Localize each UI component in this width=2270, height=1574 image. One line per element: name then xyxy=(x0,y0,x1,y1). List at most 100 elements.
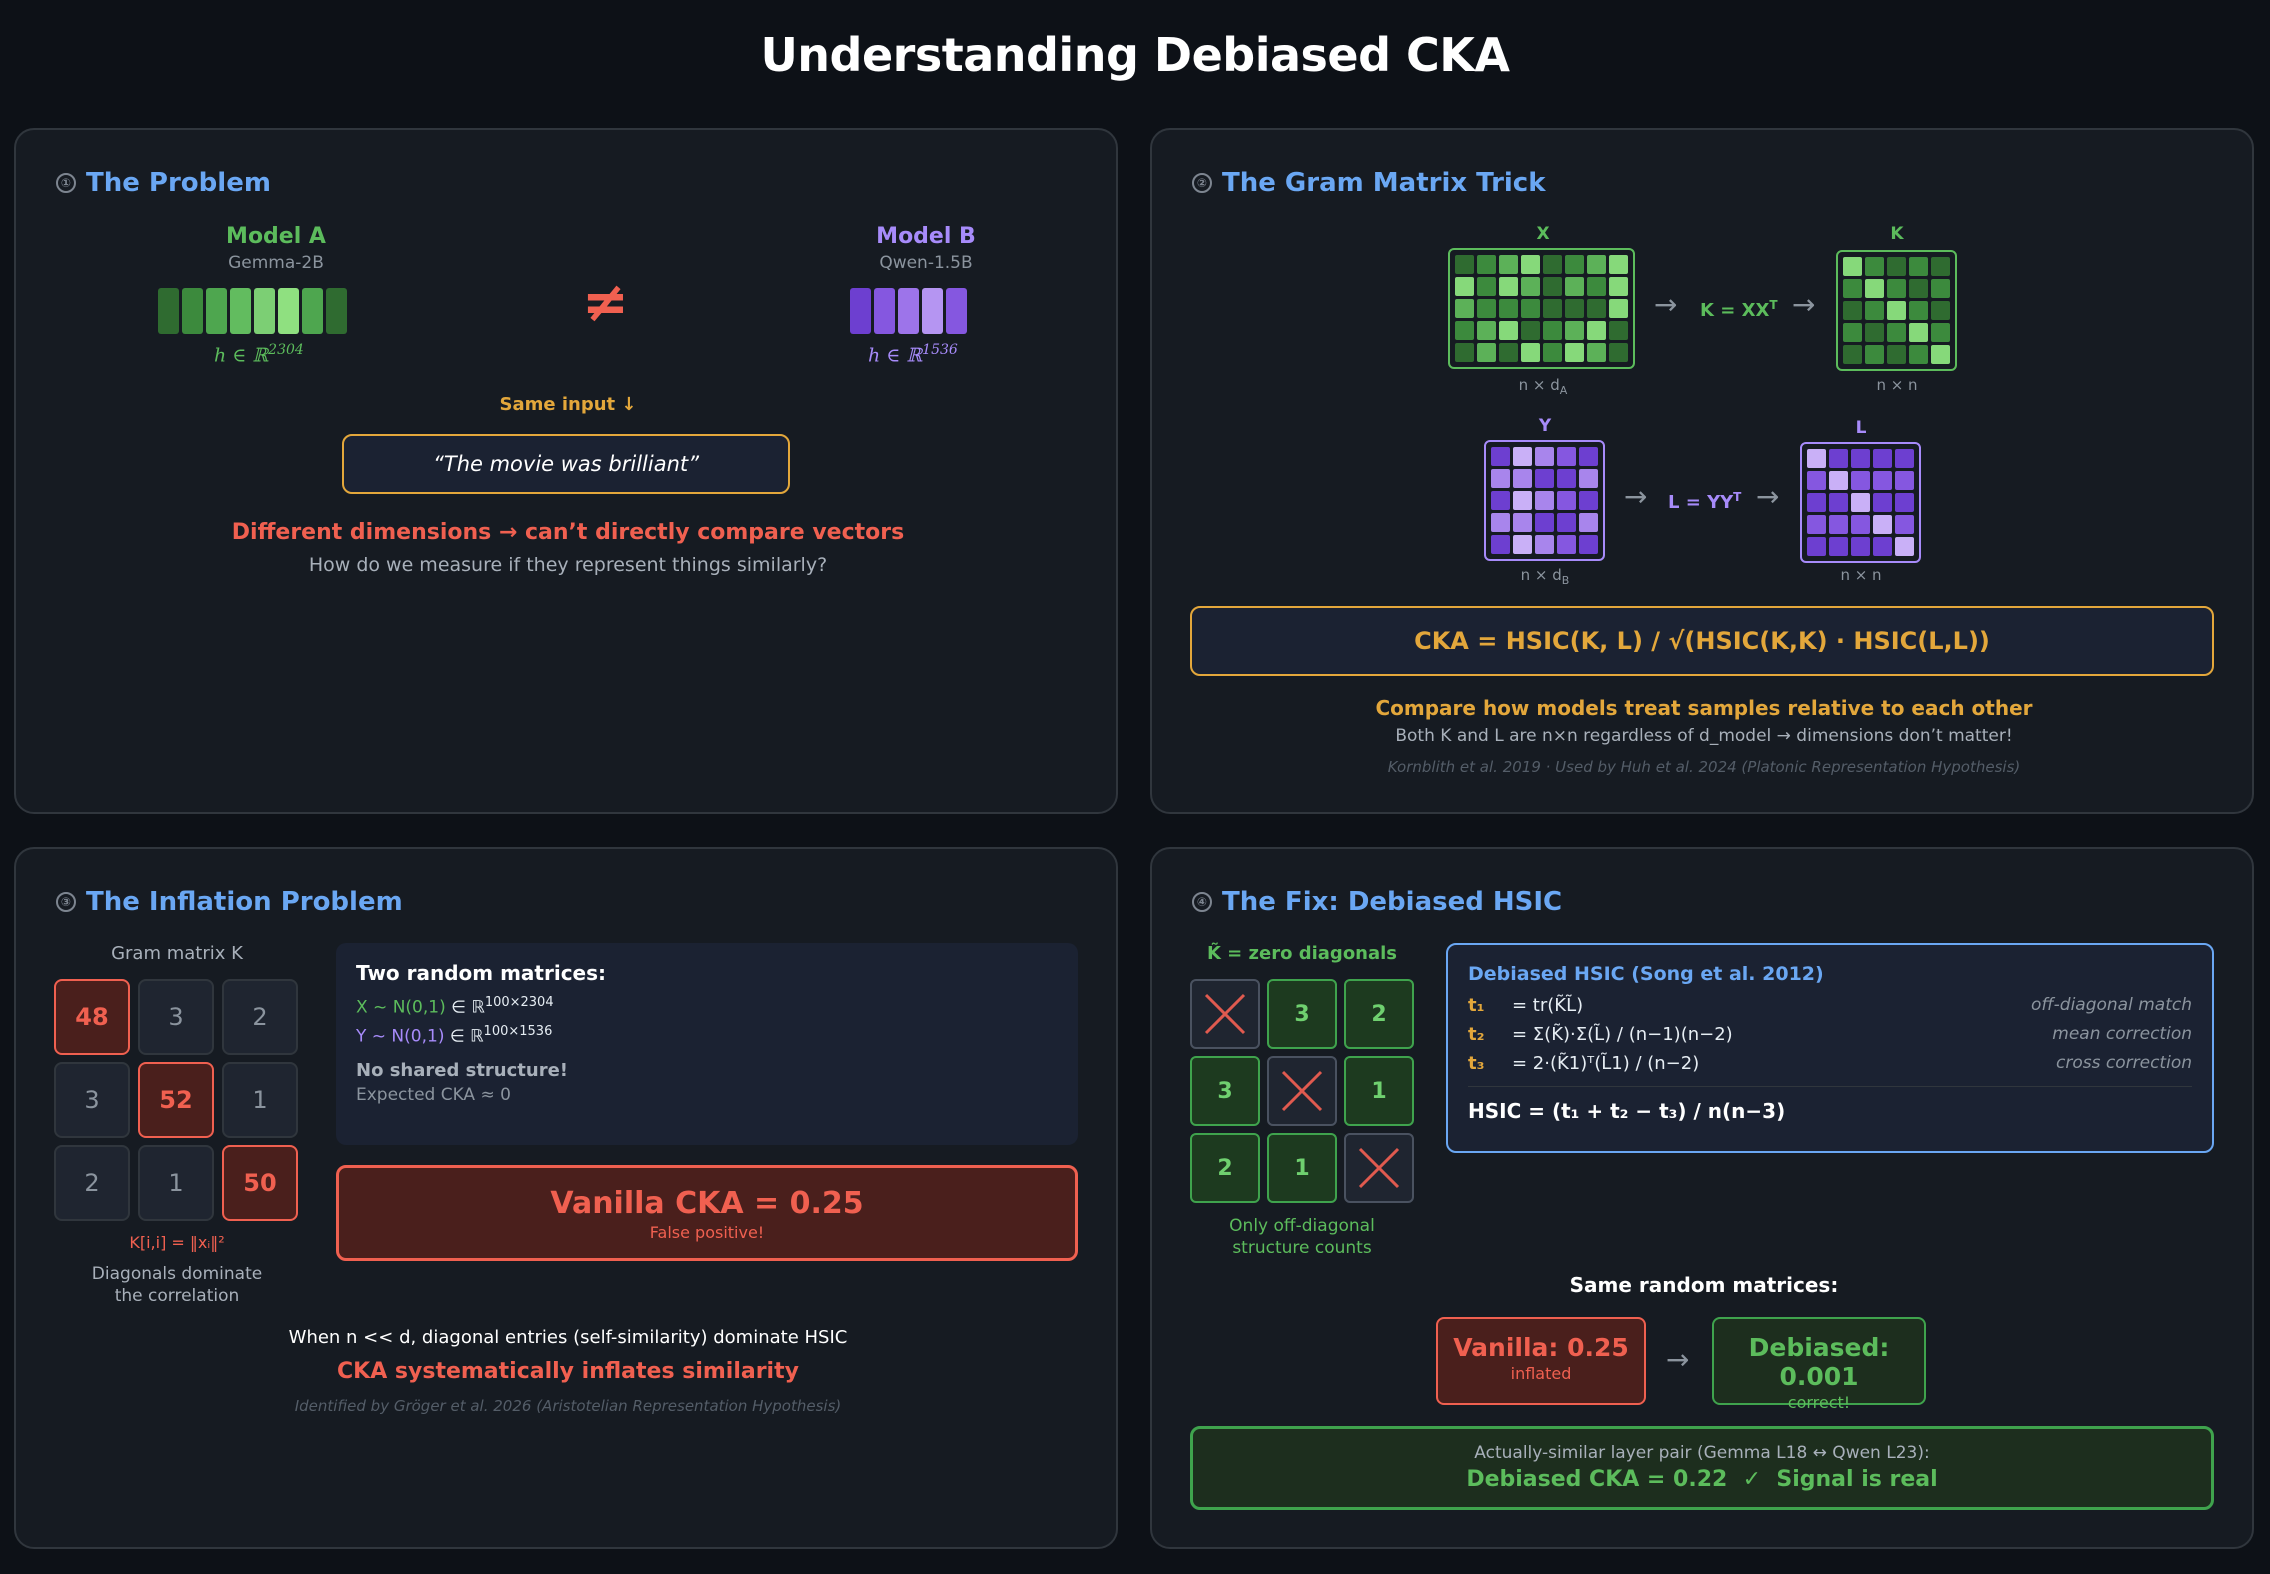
panel-debiased-fix: ④ The Fix: Debiased HSIC K̃ = zero diago… xyxy=(1150,847,2254,1549)
matrix-cell xyxy=(1909,345,1928,364)
panel-number: ② xyxy=(1192,173,1212,193)
matrix-cell xyxy=(1843,279,1862,298)
matrix-cell xyxy=(1499,299,1518,318)
matrix-cell xyxy=(1521,343,1540,362)
info-title: Two random matrices: xyxy=(356,961,607,985)
matrix-cell xyxy=(1843,323,1862,342)
matrix-cell xyxy=(1543,321,1562,340)
matrix-cell xyxy=(1535,491,1554,510)
matrix-cell xyxy=(1609,321,1628,340)
k-tilde-cell: 1 xyxy=(1267,1133,1337,1203)
term-row: t₃ = 2·(K̃1)ᵀ(L̃1) / (n−2) cross correctio… xyxy=(1468,1053,2192,1074)
matrix-cell xyxy=(1909,257,1928,276)
matrix-cell xyxy=(1807,537,1826,556)
matrix-cell xyxy=(1521,321,1540,340)
arrow-icon: → xyxy=(1792,288,1816,321)
model-a-dim: h ∈ ℝ2304 xyxy=(214,342,304,367)
compare-headline: Compare how models treat samples relativ… xyxy=(1375,696,2033,720)
matrix-cell xyxy=(1895,471,1914,490)
panel-title-text: The Inflation Problem xyxy=(86,887,403,917)
matrix-cell xyxy=(1565,343,1584,362)
matrix-cell xyxy=(1851,537,1870,556)
matrix-cell xyxy=(1543,277,1562,296)
zeroed-diagonal-cell xyxy=(1267,1056,1337,1126)
matrix-cell xyxy=(1477,255,1496,274)
gram-label: Gram matrix K xyxy=(111,943,243,964)
matrix-cell xyxy=(1521,255,1540,274)
not-equal-icon: ≠ xyxy=(582,270,629,335)
y-dim: n × dB xyxy=(1520,566,1570,587)
hsic-equation: HSIC = (t₁ + t₂ − t₃) / n(n−3) xyxy=(1468,1086,2192,1123)
y-distribution: Y ~ N(0,1) ∈ ℝ100×1536 xyxy=(356,1023,553,1047)
matrix-cell xyxy=(1579,535,1598,554)
vanilla-value: Vanilla: 0.25 xyxy=(1453,1333,1629,1362)
matrix-cell xyxy=(1455,321,1474,340)
k-dim: n × n xyxy=(1876,376,1918,394)
matrix-cell xyxy=(1609,343,1628,362)
matrix-cell xyxy=(1491,469,1510,488)
matrix-cell xyxy=(1565,321,1584,340)
matrix-cell xyxy=(1931,323,1950,342)
gram-cell: 3 xyxy=(138,979,214,1055)
random-matrices-info: Two random matrices: X ~ N(0,1) ∈ ℝ100×2… xyxy=(336,943,1078,1145)
matrix-cell xyxy=(1543,343,1562,362)
matrix-cell xyxy=(1543,255,1562,274)
gram-cell: 2 xyxy=(222,979,298,1055)
matrix-cell xyxy=(1477,321,1496,340)
matrix-cell xyxy=(1521,299,1540,318)
x-label: X xyxy=(1536,224,1550,244)
expected-cka: Expected CKA ≈ 0 xyxy=(356,1085,511,1106)
matrix-cell xyxy=(1931,345,1950,364)
matrix-cell xyxy=(1513,447,1532,466)
k-tilde-cell: 3 xyxy=(1267,979,1337,1049)
matrix-cell xyxy=(1909,301,1928,320)
matrix-cell xyxy=(1895,537,1914,556)
matrix-cell xyxy=(1565,277,1584,296)
debiased-compare: Debiased: 0.001 correct! xyxy=(1712,1317,1926,1412)
model-a-sub: Gemma-2B xyxy=(228,253,324,273)
matrix-cell xyxy=(1513,469,1532,488)
debiased-value: Debiased: 0.001 xyxy=(1748,1333,1890,1391)
matrix-cell xyxy=(1851,493,1870,512)
problem-headline: Different dimensions → can’t directly co… xyxy=(231,520,905,545)
term-row: t₁ = tr(K̃L̃) off-diagonal match xyxy=(1468,995,2192,1016)
matrix-cell xyxy=(1557,469,1576,488)
model-a-vector xyxy=(158,288,347,334)
zeroed-diagonal-cell xyxy=(1190,979,1260,1049)
panel-title-text: The Fix: Debiased HSIC xyxy=(1222,887,1563,917)
arrow-icon: → xyxy=(1654,288,1678,321)
problem-subline: How do we measure if they represent thin… xyxy=(308,554,828,576)
matrix-cell xyxy=(1931,301,1950,320)
panel-title: ① The Problem xyxy=(56,168,271,198)
matrix-cell xyxy=(1535,513,1554,532)
matrix-cell xyxy=(1491,535,1510,554)
panel-title: ② The Gram Matrix Trick xyxy=(1192,168,1546,198)
matrix-cell xyxy=(1455,255,1474,274)
matrix-cell xyxy=(1851,515,1870,534)
debiased-sub: correct! xyxy=(1787,1393,1851,1412)
matrix-cell xyxy=(1909,323,1928,342)
matrix-cell xyxy=(1477,299,1496,318)
matrix-cell xyxy=(1543,299,1562,318)
l-equation: L = YYT xyxy=(1668,490,1742,513)
y-matrix xyxy=(1484,440,1605,561)
matrix-cell xyxy=(1491,491,1510,510)
panel-title-text: The Problem xyxy=(86,168,271,198)
k-tilde-cell: 2 xyxy=(1344,979,1414,1049)
panel-number: ④ xyxy=(1192,892,1212,912)
matrix-cell xyxy=(1513,535,1532,554)
matrix-cell xyxy=(1565,299,1584,318)
panel-title-text: The Gram Matrix Trick xyxy=(1222,168,1546,198)
l-label: L xyxy=(1855,418,1867,438)
panel-title: ③ The Inflation Problem xyxy=(56,887,403,917)
matrix-cell xyxy=(1609,299,1628,318)
matrix-cell xyxy=(1851,449,1870,468)
k-tilde-label: K̃ = zero diagonals xyxy=(1206,943,1398,964)
explain-text: When n << d, diagonal entries (self-simi… xyxy=(288,1327,848,1348)
matrix-cell xyxy=(1587,343,1606,362)
matrix-cell xyxy=(1931,257,1950,276)
off-diagonal-note: Only off-diagonal structure counts xyxy=(1229,1216,1375,1258)
gram-cell: 1 xyxy=(222,1062,298,1138)
matrix-cell xyxy=(1843,301,1862,320)
matrix-cell xyxy=(1829,471,1848,490)
